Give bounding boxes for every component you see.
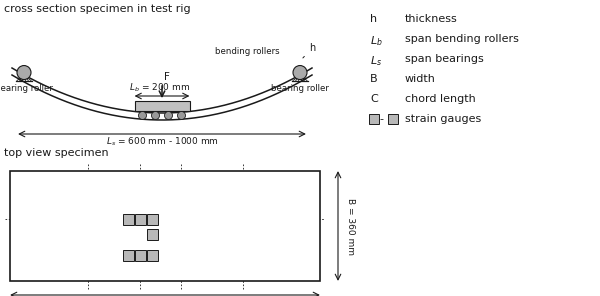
Text: bearing roller: bearing roller [271,83,329,93]
Bar [134,214,146,225]
Bar [146,250,158,261]
Text: B = 360 mm: B = 360 mm [346,197,355,255]
Text: B: B [370,74,377,84]
Bar [146,214,158,225]
Circle shape [151,112,160,120]
Bar [122,214,134,225]
Bar [122,250,134,261]
Circle shape [293,65,307,80]
Text: 2: 2 [149,215,155,224]
Text: strain gauges: strain gauges [405,114,481,124]
Text: $L_s$ = 600 mm - 1000 mm: $L_s$ = 600 mm - 1000 mm [106,136,218,149]
Text: thickness: thickness [405,14,458,24]
Circle shape [178,112,185,120]
Bar [146,229,158,240]
Text: cross section specimen in test rig: cross section specimen in test rig [4,4,191,14]
Text: $L_s$: $L_s$ [370,54,382,68]
Text: 5: 5 [137,251,143,260]
Text: $L_b$: $L_b$ [370,34,383,48]
Text: chord length: chord length [405,94,476,104]
Text: span bending rollers: span bending rollers [405,34,519,44]
Circle shape [139,112,146,120]
Circle shape [164,112,173,120]
Bar [134,101,190,111]
Text: span bearings: span bearings [405,54,484,64]
Text: 3: 3 [149,230,155,239]
Text: 6: 6 [125,251,131,260]
Text: h: h [370,14,377,24]
Bar [369,114,379,124]
Text: 4: 4 [149,251,155,260]
Text: C: C [370,94,378,104]
Circle shape [17,65,31,80]
Text: width: width [405,74,436,84]
Text: top view specimen: top view specimen [4,148,109,158]
Text: 7: 7 [391,115,395,123]
Text: 7: 7 [125,215,131,224]
Text: F: F [164,72,170,82]
Bar [10,171,320,281]
Text: h: h [303,43,315,58]
Text: bending rollers: bending rollers [215,47,280,56]
Bar [388,114,398,124]
Text: bearing roller: bearing roller [0,83,53,93]
Text: -: - [379,114,383,124]
Text: 1: 1 [137,215,143,224]
Bar [134,250,146,261]
Text: $L_b$ = 200 mm: $L_b$ = 200 mm [130,81,191,94]
Text: 1: 1 [371,115,377,123]
